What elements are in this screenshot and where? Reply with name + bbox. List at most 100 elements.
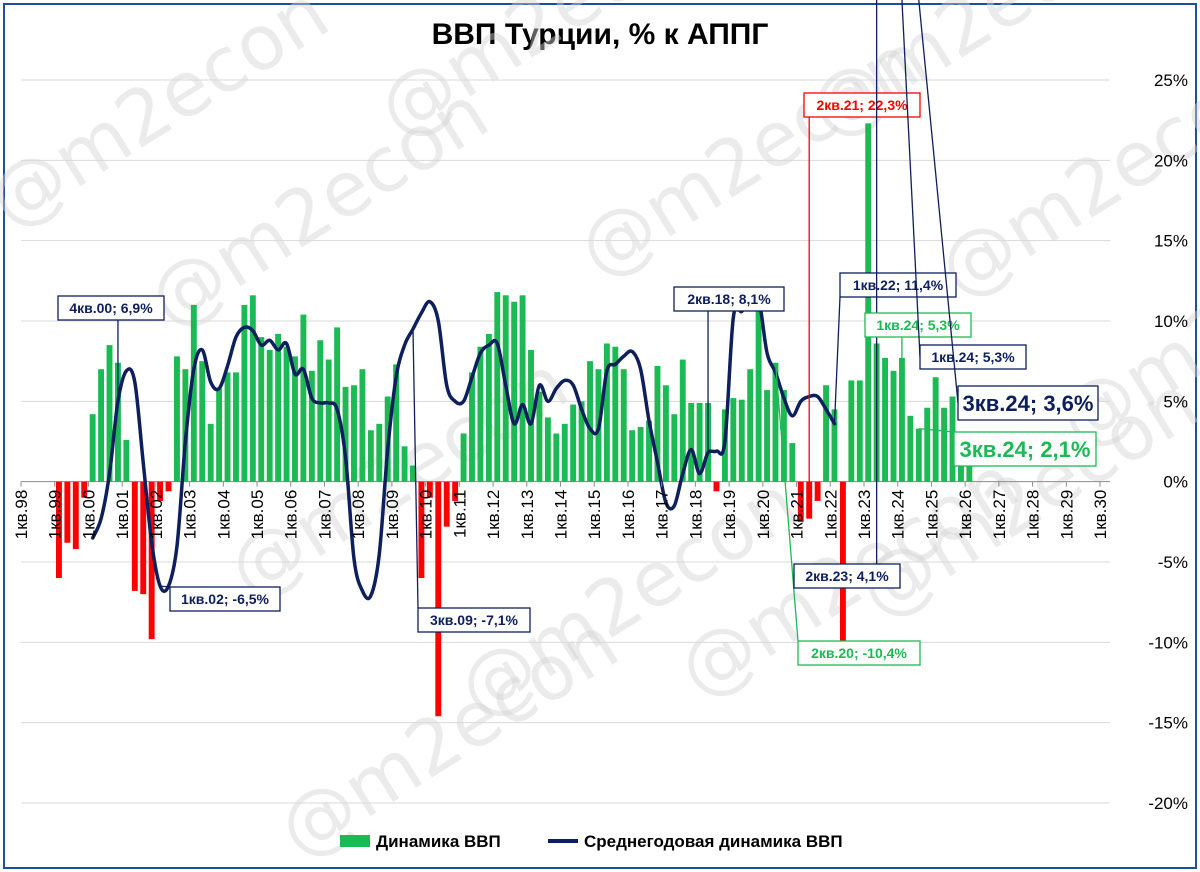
bar xyxy=(359,369,366,482)
x-tick-label: 1кв.04 xyxy=(214,490,233,540)
legend-swatch-bars xyxy=(340,835,370,847)
bar xyxy=(460,433,467,482)
bar xyxy=(308,370,315,482)
x-tick-label: 1кв.29 xyxy=(1057,490,1076,540)
bar xyxy=(814,481,821,501)
y-tick-label: 0% xyxy=(1163,473,1188,492)
chart-title: ВВП Турции, % к АППГ xyxy=(431,18,769,51)
bar xyxy=(55,481,62,579)
annotation-label: 2кв.21; 22,3% xyxy=(816,97,908,113)
watermark-text: @m2econ xyxy=(262,598,633,872)
annotation-leader xyxy=(160,585,171,588)
bar xyxy=(233,372,239,482)
bar xyxy=(131,481,138,591)
bar xyxy=(64,481,71,543)
bar xyxy=(654,365,661,482)
x-tick-label: 1кв.25 xyxy=(922,490,941,540)
bar xyxy=(738,399,745,482)
average-growth-line xyxy=(90,293,837,601)
bar xyxy=(882,357,889,482)
bar xyxy=(410,465,416,482)
annotation-box xyxy=(57,295,165,321)
y-axis: 25% 20% 15% 10% 5% 0% -5% -10% -15% -20% xyxy=(1148,71,1188,813)
x-tick-label: 1кв.16 xyxy=(619,490,638,540)
bar xyxy=(249,295,256,482)
annotation-label: 1кв.24; 5,3% xyxy=(931,349,1015,365)
bar xyxy=(148,481,155,640)
bar xyxy=(730,398,737,482)
annotation-box xyxy=(673,286,785,312)
x-tick-label: 1кв.01 xyxy=(113,490,132,540)
annotation-label: 1кв.22; 11,4% xyxy=(853,277,944,293)
bar xyxy=(418,481,425,579)
x-tick-label: 1кв.99 xyxy=(46,490,65,540)
bar xyxy=(174,356,180,482)
bar xyxy=(907,415,914,482)
bar xyxy=(258,337,265,482)
x-tick-label: 1кв.12 xyxy=(484,490,503,540)
legend-label-bars: Динамика ВВП xyxy=(376,832,501,851)
bar xyxy=(662,385,669,482)
annotation-label: 2кв.18; 8,1% xyxy=(687,291,771,307)
bar xyxy=(325,359,332,482)
bar xyxy=(334,327,341,482)
y-tick-label: 20% xyxy=(1154,151,1188,170)
bar xyxy=(342,386,349,482)
bar xyxy=(544,417,551,482)
bar xyxy=(688,402,695,482)
bar xyxy=(755,304,762,482)
bar xyxy=(494,292,501,482)
bar xyxy=(292,356,298,482)
x-tick-label: 1кв.14 xyxy=(552,490,571,540)
bar xyxy=(536,391,543,482)
annotation-box xyxy=(803,92,921,118)
x-tick-label: 1кв.19 xyxy=(720,490,739,540)
x-tick-label: 1кв.07 xyxy=(315,490,334,540)
bar xyxy=(823,385,830,482)
x-tick-label: 1кв.06 xyxy=(282,490,301,540)
annotation-box xyxy=(919,344,1027,370)
x-tick-label: 1кв.21 xyxy=(788,490,807,540)
annotation-leader xyxy=(918,0,959,404)
annotation-leader xyxy=(833,296,841,424)
bar xyxy=(216,388,223,482)
y-tick-label: 15% xyxy=(1154,232,1188,251)
annotation-label: 2кв.23; 4,1% xyxy=(805,568,889,584)
annotation-leader xyxy=(412,329,419,609)
bar xyxy=(587,361,593,482)
bar xyxy=(393,364,400,482)
bar xyxy=(789,443,796,482)
bar xyxy=(561,423,568,482)
bar xyxy=(831,409,838,482)
x-tick-label: 1кв.03 xyxy=(181,490,200,540)
annotation-label: 2кв.20; -10,4% xyxy=(811,645,907,661)
bar xyxy=(865,123,872,482)
x-tick-label: 1кв.00 xyxy=(79,490,98,540)
annotation-label: 3кв.24; 3,6% xyxy=(963,391,1094,416)
bar xyxy=(452,481,459,501)
bar xyxy=(797,481,804,522)
annotation-box xyxy=(169,586,281,612)
bar xyxy=(351,385,357,482)
bar xyxy=(367,430,374,482)
bar xyxy=(224,372,231,482)
bar xyxy=(620,369,627,482)
bar xyxy=(528,349,534,482)
y-tick-label: -15% xyxy=(1148,714,1188,733)
y-tick-label: 10% xyxy=(1154,312,1188,331)
bar xyxy=(72,481,79,550)
x-tick-label: 1кв.13 xyxy=(518,490,537,540)
bar xyxy=(949,396,956,482)
x-tick-label: 1кв.02 xyxy=(147,490,166,540)
bar xyxy=(578,401,585,482)
x-tick-label: 1кв.11 xyxy=(450,490,469,538)
watermark-text: @m2econ xyxy=(362,0,733,155)
y-tick-label: 5% xyxy=(1163,392,1188,411)
annotation-leader xyxy=(918,427,955,433)
x-tick-label: 1кв.28 xyxy=(1024,490,1043,540)
x-tick-label: 1кв.15 xyxy=(585,490,604,540)
bar xyxy=(401,446,408,482)
y-tick-label: -5% xyxy=(1158,553,1188,572)
x-tick-label: 1кв.30 xyxy=(1091,490,1110,540)
